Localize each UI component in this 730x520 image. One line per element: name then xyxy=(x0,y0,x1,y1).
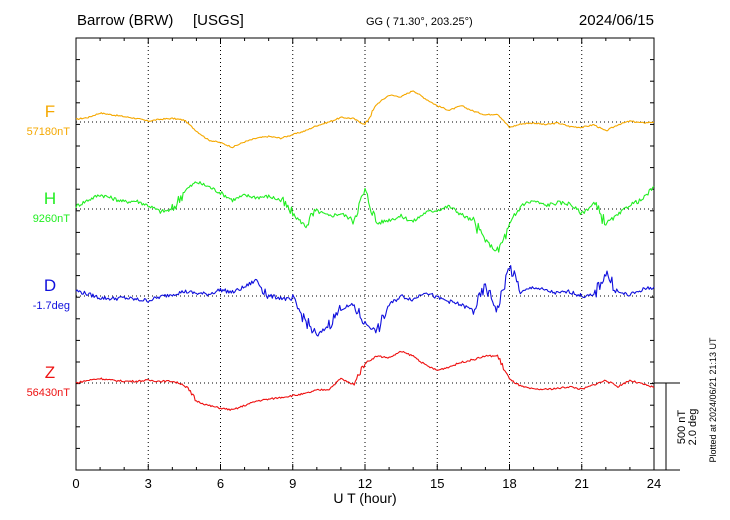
series-labels: F 57180nT H 9260nT D -1.7deg Z 56430nT xyxy=(27,102,71,399)
plotted-note: Plotted at 2024/06/21 21:13 UT xyxy=(708,337,718,463)
x-axis-label: U T (hour) xyxy=(333,490,396,506)
x-tick-label: 21 xyxy=(575,476,589,491)
series-name-H: H xyxy=(44,189,56,208)
x-tick-label: 18 xyxy=(502,476,516,491)
x-tick-label: 6 xyxy=(217,476,224,491)
baselines xyxy=(76,121,654,384)
scale-bar: 500 nT 2.0 deg xyxy=(654,382,699,471)
x-tick-label: 0 xyxy=(72,476,79,491)
series-group xyxy=(75,90,655,411)
series-line-F xyxy=(75,90,655,149)
series-baseline-D: -1.7deg xyxy=(33,300,70,312)
series-line-Z xyxy=(75,350,655,411)
x-tick-label: 3 xyxy=(145,476,152,491)
series-name-D: D xyxy=(44,276,56,295)
grid xyxy=(147,38,583,470)
tick-marks: 0 3 6 9 12 15 18 21 24 xyxy=(72,37,661,491)
series-name-Z: Z xyxy=(45,363,55,382)
x-tick-label: 24 xyxy=(647,476,661,491)
coords-label: GG ( 71.30°, 203.25°) xyxy=(366,16,473,28)
source-label: [USGS] xyxy=(193,12,244,29)
series-baseline-H: 9260nT xyxy=(33,213,71,225)
scale-bar-label-deg: 2.0 deg xyxy=(687,409,699,446)
x-tick-label: 9 xyxy=(289,476,296,491)
series-line-H xyxy=(75,181,655,253)
series-line-D xyxy=(75,265,655,337)
scale-bar-label-nt: 500 nT xyxy=(676,410,688,445)
station-title: Barrow (BRW) xyxy=(77,12,173,29)
x-tick-label: 12 xyxy=(358,476,372,491)
series-baseline-Z: 56430nT xyxy=(27,387,71,399)
date-label: 2024/06/15 xyxy=(579,12,654,29)
series-baseline-F: 57180nT xyxy=(27,126,71,138)
series-name-F: F xyxy=(45,102,55,121)
x-tick-label: 15 xyxy=(430,476,444,491)
